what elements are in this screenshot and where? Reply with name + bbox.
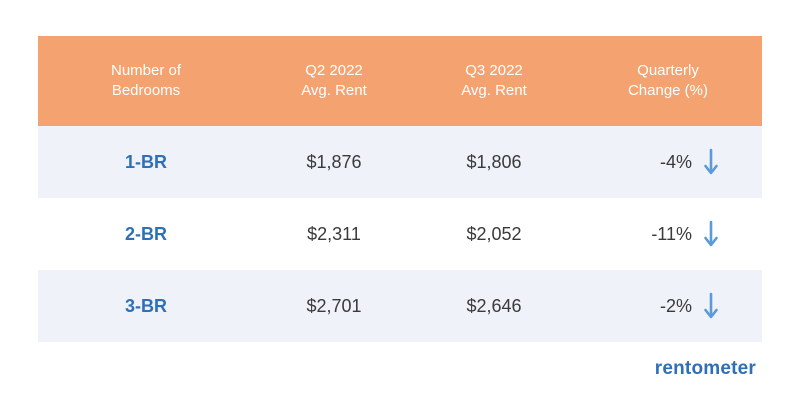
header-q3-line1: Q3 2022 [465, 62, 523, 79]
q2-rent-cell: $1,876 [306, 151, 362, 172]
rentometer-logo: rentometer [654, 358, 756, 379]
change-cell: -2% [574, 292, 762, 320]
header-bedrooms: Number of Bedrooms [38, 61, 254, 101]
arrow-down-icon [704, 148, 718, 175]
table-row: 2-BR $2,311 $2,052 -11% [38, 198, 762, 270]
change-value: -2% [659, 295, 692, 316]
bedrooms-cell: 1-BR [124, 151, 167, 172]
header-change-line1: Quarterly [637, 62, 699, 79]
bedrooms-cell: 3-BR [124, 295, 167, 316]
header-bedrooms-line1: Number of [110, 62, 182, 79]
q3-rent-cell: $2,646 [466, 295, 522, 316]
change-value: -4% [659, 151, 692, 172]
q2-rent-cell: $2,311 [307, 223, 361, 244]
header-q2: Q2 2022 Avg. Rent [254, 61, 414, 101]
arrow-down-icon [704, 220, 718, 247]
header-q2-line1: Q2 2022 [305, 62, 363, 79]
header-q3-line2: Avg. Rent [461, 82, 527, 99]
header-q3: Q3 2022 Avg. Rent [414, 61, 574, 101]
table-row: 1-BR $1,876 $1,806 -4% [38, 126, 762, 198]
q3-rent-cell: $1,806 [466, 151, 522, 172]
bedrooms-cell: 2-BR [124, 223, 167, 244]
change-cell: -11% [574, 220, 762, 248]
change-cell: -4% [574, 148, 762, 176]
table-header: Number of Bedrooms Q2 2022 Avg. Rent Q3 … [38, 36, 762, 126]
arrow-down-icon [704, 292, 718, 319]
header-change-line2: Change (%) [627, 82, 709, 99]
q3-rent-cell: $2,052 [466, 223, 522, 244]
q2-rent-cell: $2,701 [306, 295, 362, 316]
header-bedrooms-line2: Bedrooms [111, 82, 181, 99]
header-q2-line2: Avg. Rent [301, 82, 367, 99]
header-change: Quarterly Change (%) [574, 61, 762, 101]
change-value: -11% [651, 223, 692, 244]
rent-table: Number of Bedrooms Q2 2022 Avg. Rent Q3 … [38, 36, 762, 342]
table-row: 3-BR $2,701 $2,646 -2% [38, 270, 762, 342]
